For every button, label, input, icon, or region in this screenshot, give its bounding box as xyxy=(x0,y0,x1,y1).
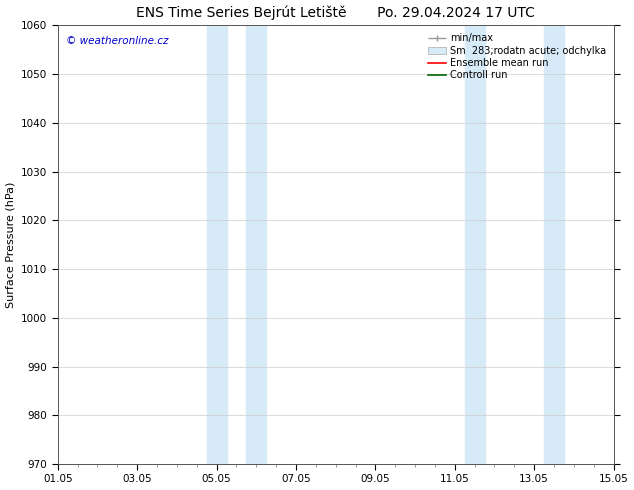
Bar xyxy=(544,25,564,464)
Legend: min/max, Sm  283;rodatn acute; odchylka, Ensemble mean run, Controll run: min/max, Sm 283;rodatn acute; odchylka, … xyxy=(425,30,609,83)
Bar xyxy=(247,25,266,464)
Y-axis label: Surface Pressure (hPa): Surface Pressure (hPa) xyxy=(6,181,16,308)
Title: ENS Time Series Bejrút Letiště       Po. 29.04.2024 17 UTC: ENS Time Series Bejrút Letiště Po. 29.04… xyxy=(136,5,535,20)
Bar xyxy=(465,25,484,464)
Text: © weatheronline.cz: © weatheronline.cz xyxy=(66,36,169,47)
Bar xyxy=(207,25,226,464)
